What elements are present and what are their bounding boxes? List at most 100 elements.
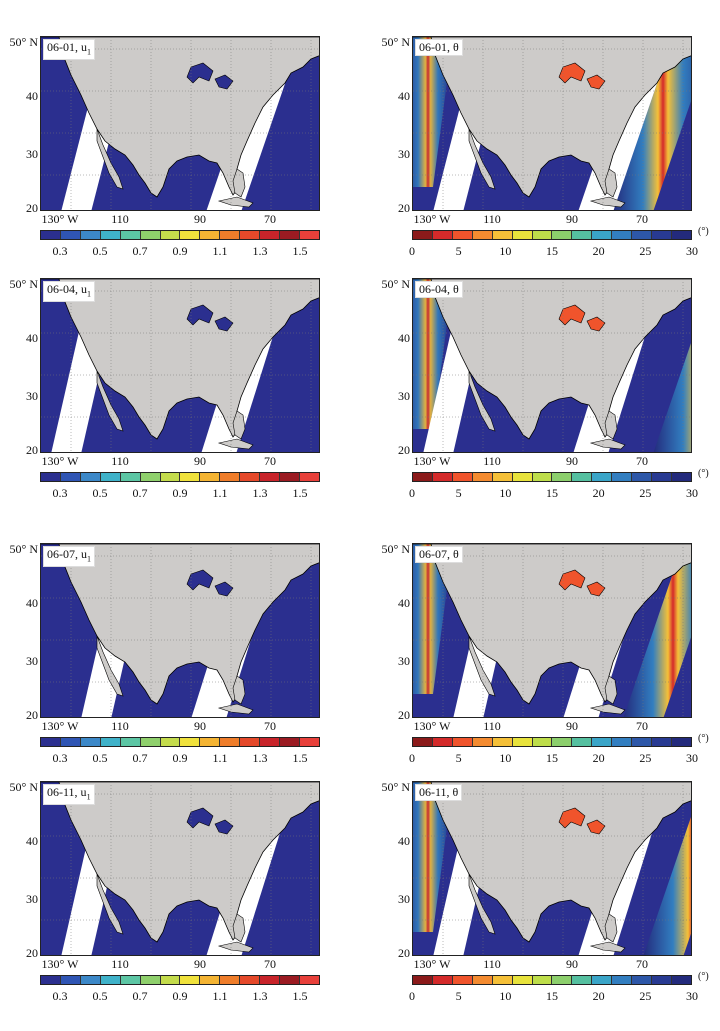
lon-tick-label: 130° W — [413, 957, 451, 971]
colorbar-segment — [260, 473, 281, 481]
lat-tick-label: 50° N — [9, 542, 38, 556]
colorbar-segment — [652, 473, 672, 481]
colorbar-tick-label: 0.5 — [92, 244, 108, 258]
colorbar-segment — [220, 738, 241, 746]
colorbar-tick-label: 15 — [546, 244, 558, 258]
colorbar-segment — [180, 473, 201, 481]
baja-peninsula — [468, 873, 496, 935]
colorbar-segment — [140, 231, 161, 239]
colorbar-segment — [80, 738, 101, 746]
lon-tick-label: 110 — [111, 454, 129, 468]
lon-tick-label: 110 — [111, 212, 129, 226]
map-panel-4: 06-04, θ 50° N 40 30 20 130° W 110 90 70 0 5 10 15 20… — [372, 278, 712, 528]
theta-swath-east — [623, 544, 691, 717]
colorbar-segment — [160, 473, 181, 481]
colorbar-tick-label: 1.1 — [212, 244, 228, 258]
lon-tick-label: 130° W — [41, 719, 79, 733]
lon-tick-label: 70 — [636, 454, 648, 468]
colorbar-tick-label: 1.3 — [252, 244, 268, 258]
colorbar-segment — [492, 473, 513, 481]
colorbar-segment — [100, 738, 121, 746]
colorbar-segment — [280, 738, 300, 746]
colorbar-segment — [452, 231, 473, 239]
colorbar-tick-label: 1.5 — [292, 751, 308, 765]
colorbar-segment — [260, 738, 281, 746]
great-lakes — [186, 807, 234, 835]
colorbar-tick-label: 0.5 — [92, 989, 108, 1003]
cuba — [217, 941, 254, 953]
map-svg — [41, 279, 319, 452]
colorbar-segment — [180, 976, 201, 984]
colorbar-segment — [60, 473, 81, 481]
colorbar-segment — [572, 231, 593, 239]
colorbar-segment — [652, 976, 672, 984]
lon-tick-label: 130° W — [413, 719, 451, 733]
colorbar-tick-label: 0.5 — [92, 751, 108, 765]
colorbar-segment — [632, 231, 653, 239]
colorbar-segment — [671, 231, 691, 239]
lon-tick-label: 90 — [566, 212, 578, 226]
colorbar-segment — [452, 473, 473, 481]
lon-tick-label: 110 — [483, 454, 501, 468]
colorbar-segment — [41, 473, 61, 481]
colorbar-segment — [612, 473, 633, 481]
colorbar-segment — [140, 738, 161, 746]
colorbar-segment — [180, 231, 201, 239]
florida — [604, 168, 618, 198]
colorbar-tick-label: 15 — [546, 751, 558, 765]
map-svg — [41, 37, 319, 210]
map-area: 06-07, u1 — [40, 543, 320, 718]
colorbar — [40, 472, 320, 482]
lat-tick-label: 20 — [26, 946, 38, 960]
colorbar-tick-label: 1.3 — [252, 989, 268, 1003]
lat-tick-label: 20 — [398, 946, 410, 960]
colorbar-tick-label: 5 — [455, 244, 462, 258]
colorbar-segment — [260, 231, 281, 239]
map-area: 06-01, u1 — [40, 36, 320, 211]
colorbar-segment — [492, 738, 513, 746]
colorbar-segment — [299, 231, 319, 239]
colorbar-tick-label: 0.7 — [132, 751, 148, 765]
colorbar-segment — [413, 976, 433, 984]
colorbar-tick-label: 25 — [639, 989, 652, 1003]
great-lakes — [558, 807, 606, 835]
lon-tick-label: 110 — [483, 719, 501, 733]
colorbar-unit: (°) — [698, 733, 709, 744]
panel-label-subscript: 1 — [87, 47, 91, 57]
colorbar-segment — [220, 976, 241, 984]
baja-peninsula — [96, 128, 124, 190]
colorbar-segment — [612, 231, 633, 239]
lat-tick-label: 50° N — [381, 35, 410, 49]
colorbar-tick-label: 1.3 — [252, 751, 268, 765]
colorbar-segment — [60, 738, 81, 746]
baja-peninsula — [468, 370, 496, 432]
florida — [232, 913, 246, 943]
colorbar-tick-label: 25 — [639, 486, 652, 500]
panel-label-text: 06-04, θ — [419, 282, 459, 296]
baja-peninsula — [96, 370, 124, 432]
colorbar-segment — [200, 976, 221, 984]
colorbar-segment — [532, 738, 553, 746]
colorbar-tick-label: 20 — [592, 244, 605, 258]
colorbar-tick-label: 1.1 — [212, 989, 228, 1003]
lat-tick-label: 40 — [26, 596, 38, 610]
colorbar-tick-label: 30 — [686, 486, 698, 500]
panel-label: 06-01, θ — [415, 39, 463, 56]
lon-tick-label: 70 — [264, 454, 276, 468]
colorbar-segment — [452, 738, 473, 746]
map-panel-3: 06-04, u1 50° N 40 30 20 130° W 110 90 70 0.3 0.5 0… — [0, 278, 340, 528]
colorbar-segment — [280, 231, 300, 239]
lat-tick-label: 40 — [26, 89, 38, 103]
colorbar-tick-label: 5 — [455, 486, 462, 500]
colorbar-segment — [532, 473, 553, 481]
panel-label: 06-07, u1 — [43, 546, 95, 568]
map-svg — [413, 279, 691, 452]
panel-label: 06-11, θ — [415, 784, 463, 801]
colorbar-segment — [220, 231, 241, 239]
lon-tick-label: 90 — [194, 454, 206, 468]
colorbar-segment — [671, 976, 691, 984]
colorbar-segment — [671, 473, 691, 481]
colorbar-segment — [100, 231, 121, 239]
colorbar-tick-label: 25 — [639, 751, 652, 765]
colorbar-segment — [80, 473, 101, 481]
